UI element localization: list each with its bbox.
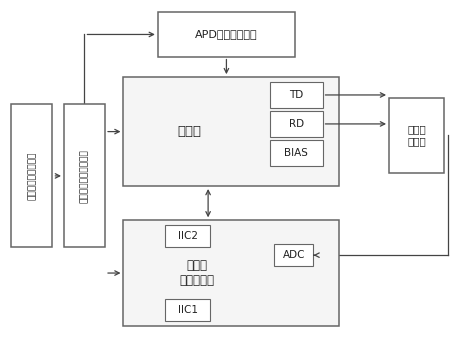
Text: IIC1: IIC1 (177, 305, 198, 315)
Text: 电流采
样电阵: 电流采 样电阵 (407, 124, 426, 146)
Bar (123, 77, 339, 186)
Text: BIAS: BIAS (284, 148, 308, 158)
Text: 主芯片: 主芯片 (178, 125, 202, 138)
Bar (164, 299, 210, 321)
Bar (164, 225, 210, 247)
Text: ADC: ADC (283, 250, 305, 260)
Bar (64, 104, 105, 247)
Bar (270, 140, 322, 166)
Bar (274, 244, 313, 266)
Bar (158, 12, 295, 57)
Text: 慢启动及电源滤波电路: 慢启动及电源滤波电路 (80, 149, 89, 203)
Text: 控制器
（单片机）: 控制器 （单片机） (179, 259, 214, 287)
Bar (270, 111, 322, 137)
Bar (11, 104, 53, 247)
Bar (389, 98, 444, 172)
Bar (270, 82, 322, 108)
Text: TD: TD (289, 90, 304, 100)
Text: RD: RD (289, 119, 304, 129)
Text: IIC2: IIC2 (177, 231, 198, 241)
Text: 电源模块（稳压源）: 电源模块（稳压源） (27, 152, 36, 200)
Bar (123, 220, 339, 326)
Text: APD高压偏置电路: APD高压偏置电路 (195, 29, 258, 39)
